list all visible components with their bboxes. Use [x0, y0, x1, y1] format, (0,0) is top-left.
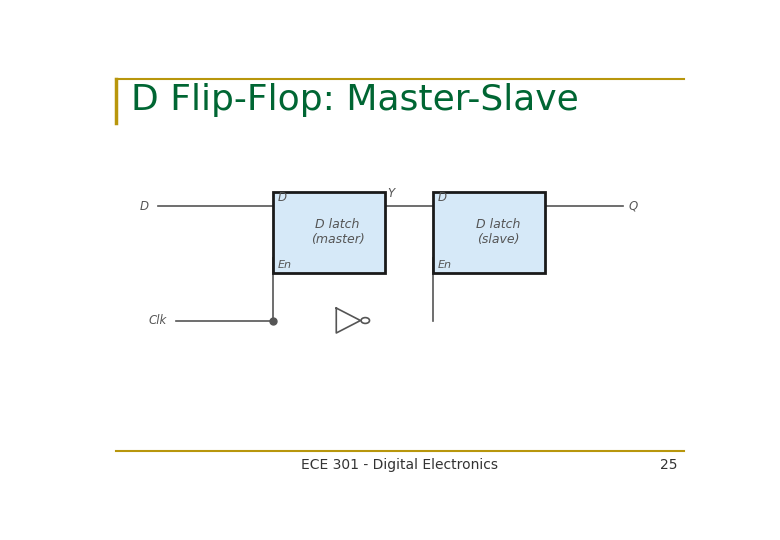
Text: D Flip-Flop: Master-Slave: D Flip-Flop: Master-Slave	[131, 83, 579, 117]
Text: Clk: Clk	[149, 314, 167, 327]
Text: D latch
(master): D latch (master)	[310, 218, 364, 246]
Text: D: D	[278, 191, 286, 204]
Text: Q: Q	[628, 200, 637, 213]
Text: D latch
(slave): D latch (slave)	[476, 218, 520, 246]
Text: En: En	[278, 260, 292, 270]
Bar	[273, 192, 385, 273]
Text: ECE 301 - Digital Electronics: ECE 301 - Digital Electronics	[301, 458, 498, 472]
Text: En: En	[438, 260, 452, 270]
Text: 25: 25	[660, 458, 678, 472]
Text: D: D	[438, 191, 447, 204]
Text: D: D	[140, 200, 149, 213]
Bar	[433, 192, 544, 273]
Text: Y: Y	[388, 187, 395, 200]
